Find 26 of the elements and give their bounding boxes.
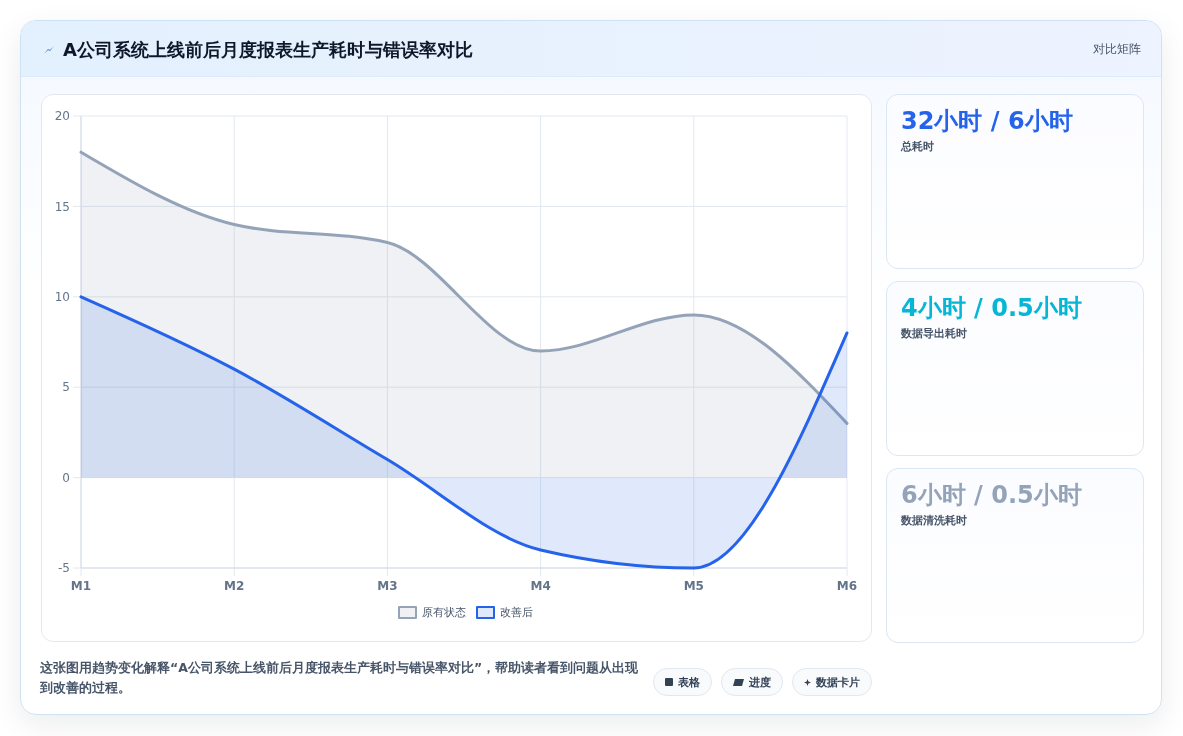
x-tick-label: M3 [377, 579, 398, 594]
text: 6小时 / 0.5小时 [901, 481, 1082, 509]
x-tick-label: M6 [836, 579, 858, 594]
y-tick-label: -5 [58, 561, 70, 576]
text: 对比矩阵 [1093, 42, 1141, 56]
text: 总耗时 [901, 140, 934, 153]
y-tick-label: 15 [54, 199, 70, 214]
x-tick-label: M4 [530, 579, 551, 594]
x-tick-label: M2 [224, 579, 245, 594]
text: 数据卡片 [816, 675, 860, 689]
y-tick-label: 10 [54, 290, 70, 304]
text: 数据清洗耗时 [901, 514, 967, 527]
legend-label: 改善后 [499, 606, 533, 619]
y-tick-label: 5 [62, 380, 70, 395]
text: 这张图用趋势变化解释“A公司系统上线前后月度报表生产耗时与错误率对比”，帮助读者看到问题从出现到改善的过程。 [40, 660, 639, 695]
y-tick-label: 0 [62, 470, 70, 485]
chart-title: A公司系统上线前后月度报表生产耗时与错误率对比 [63, 39, 473, 60]
x-tick-label: M5 [683, 579, 704, 594]
text: 32小时 / 6小时 [901, 107, 1073, 135]
text: 进度 [749, 675, 771, 689]
text: 4小时 / 0.5小时 [901, 294, 1082, 322]
y-tick-label: 20 [54, 109, 70, 124]
text: 表格 [678, 675, 700, 689]
legend-label: 原有状态 [421, 606, 466, 619]
text: 数据导出耗时 [901, 327, 967, 340]
x-tick-label: M1 [70, 579, 92, 594]
